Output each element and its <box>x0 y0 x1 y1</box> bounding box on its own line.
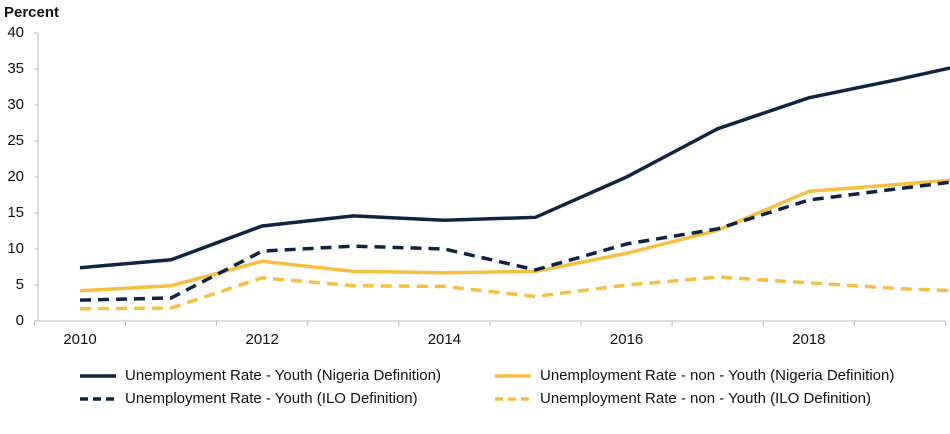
y-tick-label: 25 <box>7 132 24 149</box>
y-tick-label: 35 <box>7 60 24 77</box>
series-line <box>79 66 950 270</box>
y-tick-label: 40 <box>7 24 24 41</box>
x-tick-label: 2018 <box>792 331 825 348</box>
y-tick-label: 5 <box>16 276 24 293</box>
x-tick-label: 2010 <box>63 331 96 348</box>
y-tick-label: 20 <box>7 168 24 185</box>
legend-label: Unemployment Rate - non - Youth (Nigeria… <box>540 367 894 384</box>
series-line <box>79 180 950 302</box>
x-tick-label: 2012 <box>246 331 279 348</box>
y-tick-label: 10 <box>7 240 24 257</box>
legend-label: Unemployment Rate - Youth (Nigeria Defin… <box>125 367 441 384</box>
legend-label: Unemployment Rate - non - Youth (ILO Def… <box>540 390 871 407</box>
x-tick-label: 2014 <box>428 331 461 348</box>
y-tick-label: 15 <box>7 204 24 221</box>
y-axis-label: Percent <box>4 4 59 21</box>
series-line <box>79 178 950 293</box>
series-line <box>79 275 950 311</box>
legend-label: Unemployment Rate - Youth (ILO Definitio… <box>125 390 418 407</box>
y-tick-label: 30 <box>7 96 24 113</box>
y-tick-label: 0 <box>16 312 24 329</box>
x-tick-label: 2016 <box>610 331 643 348</box>
